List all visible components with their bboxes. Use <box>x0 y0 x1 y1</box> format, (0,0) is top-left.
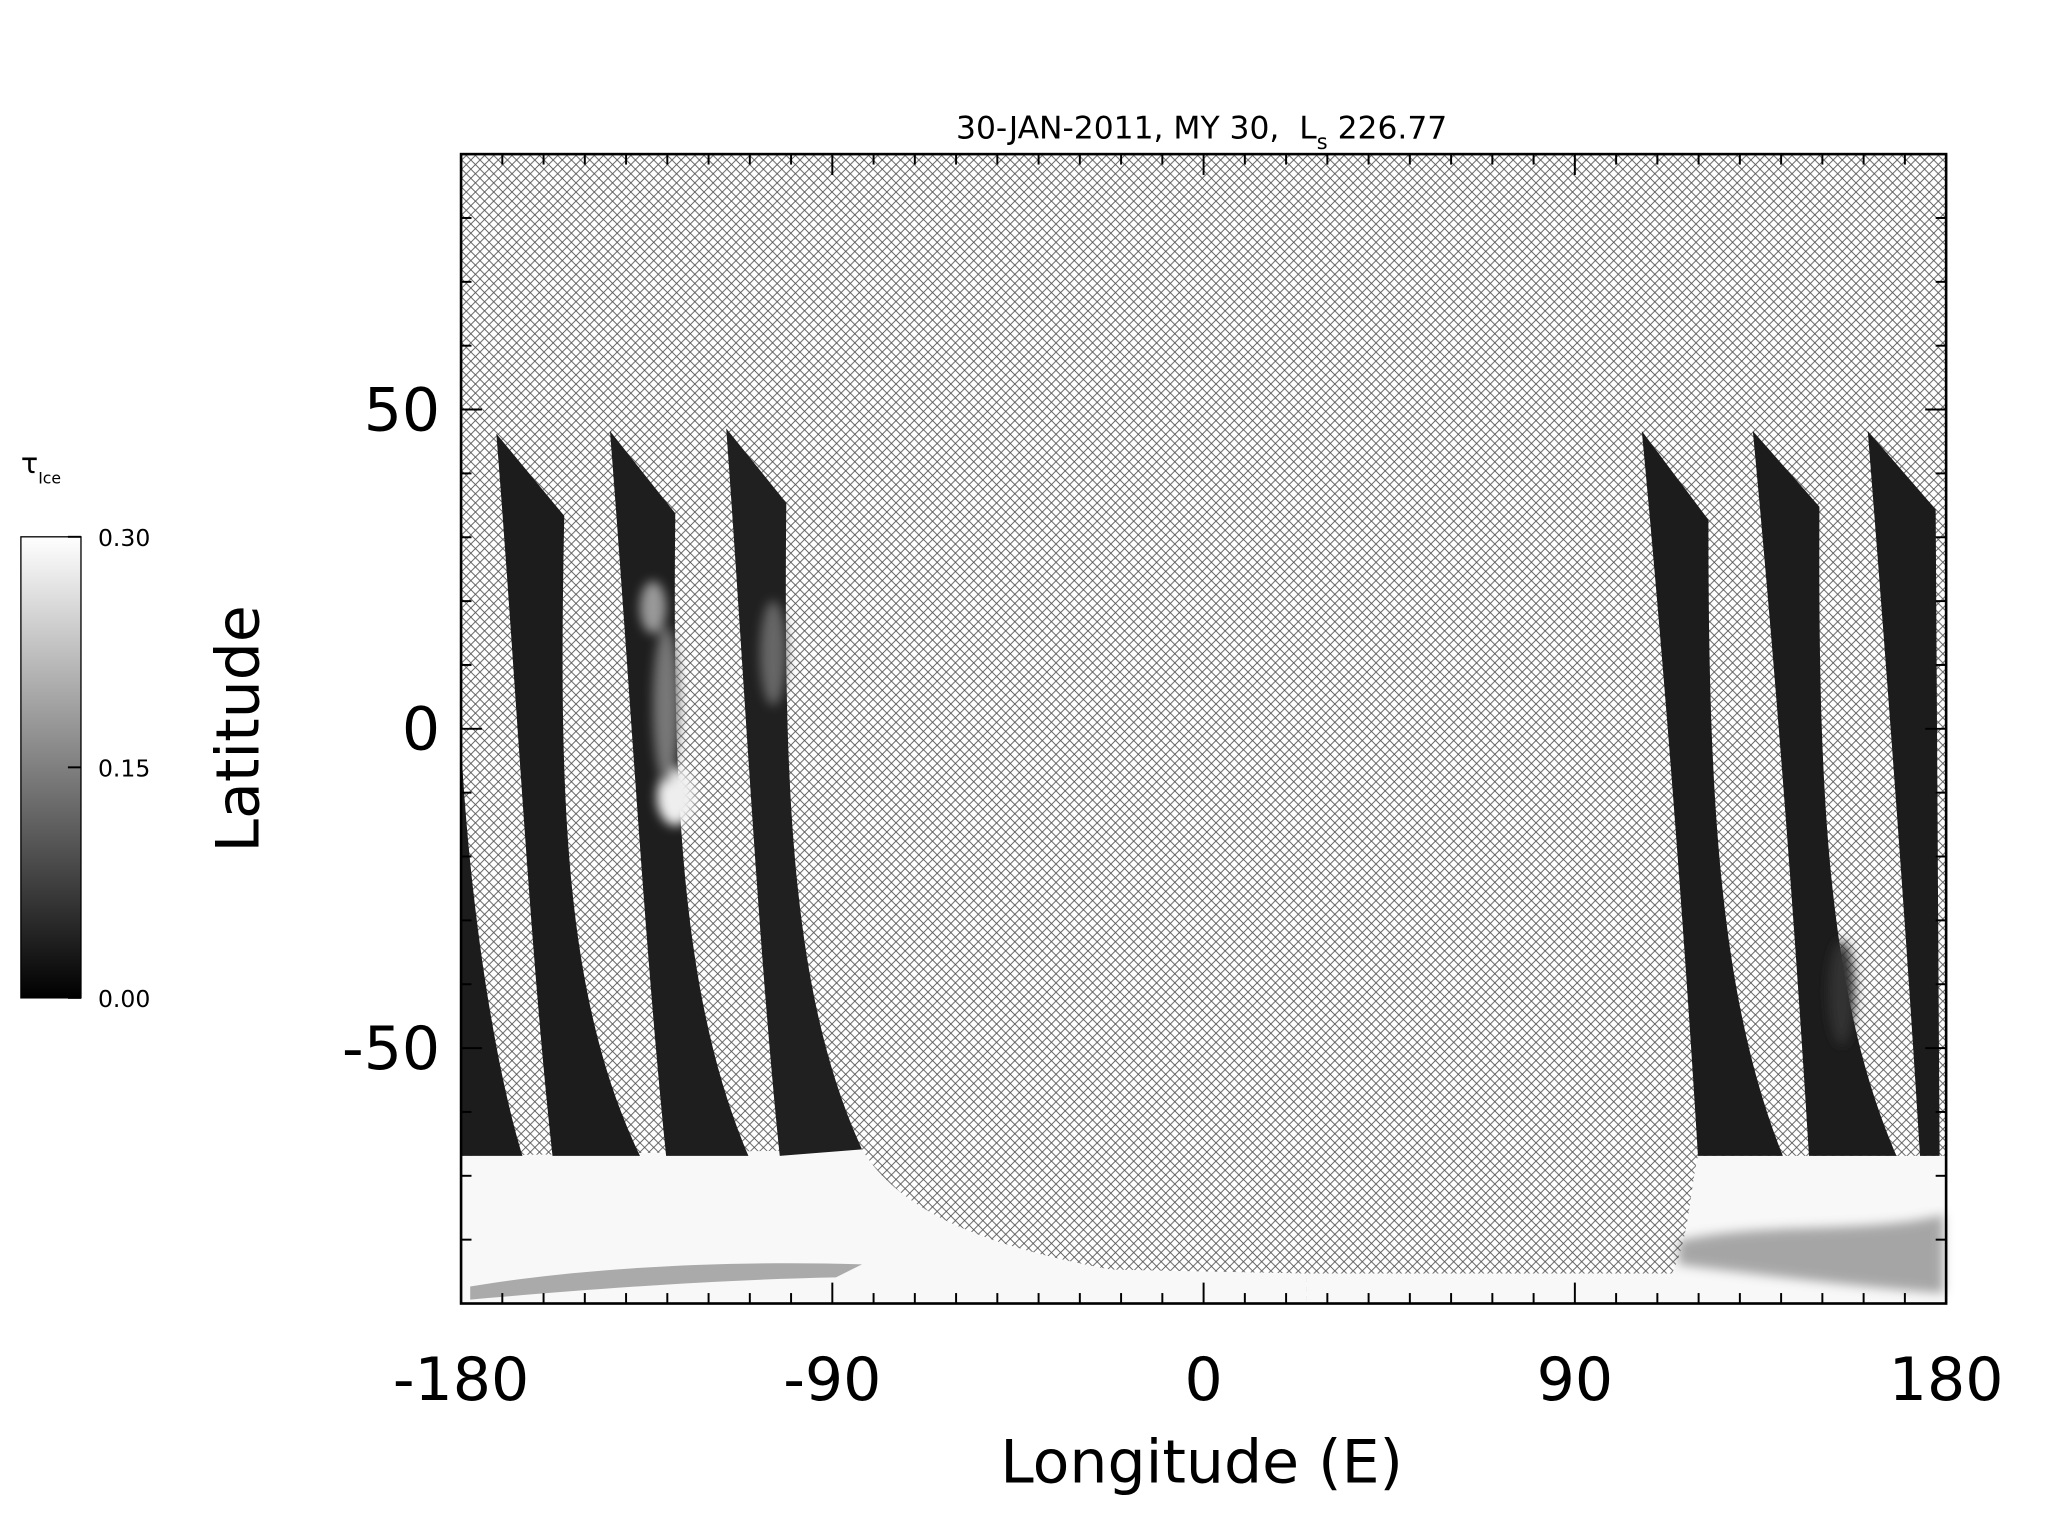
colorbar: τIce <box>20 446 82 999</box>
colorbar-tick-label: 0.00 <box>98 985 150 1013</box>
swath <box>1641 431 1783 1156</box>
x-tick-label: -90 <box>783 1345 881 1415</box>
x-axis-label: Longitude (E) <box>1000 1427 1403 1497</box>
polar-streak <box>1678 1214 1944 1294</box>
x-tick-label: 180 <box>1889 1345 2004 1415</box>
y-tick-label: 50 <box>364 375 440 445</box>
map-area <box>459 152 1948 1305</box>
x-tick-label: 90 <box>1537 1345 1613 1415</box>
swath <box>461 744 523 1156</box>
y-axis-label: Latitude <box>204 605 274 852</box>
swath <box>1752 431 1897 1156</box>
x-tick-label: -180 <box>393 1345 529 1415</box>
polar-region <box>461 1149 1307 1304</box>
colorbar-tick-label: 0.30 <box>98 524 150 552</box>
x-tick-label: 0 <box>1184 1345 1222 1415</box>
swath <box>1867 431 1940 1156</box>
y-tick-label: -50 <box>342 1014 440 1084</box>
colorbar-tick-label: 0.15 <box>98 754 150 782</box>
ice-features <box>640 581 1855 1045</box>
chart-title: 30-JAN-2011, MY 30, Ls 226.77 <box>956 110 1447 153</box>
polar-streak <box>470 1263 863 1300</box>
swath <box>496 433 640 1156</box>
y-tick-label: 0 <box>402 695 440 765</box>
swath <box>726 428 863 1156</box>
colorbar-label: τIce <box>21 446 61 487</box>
